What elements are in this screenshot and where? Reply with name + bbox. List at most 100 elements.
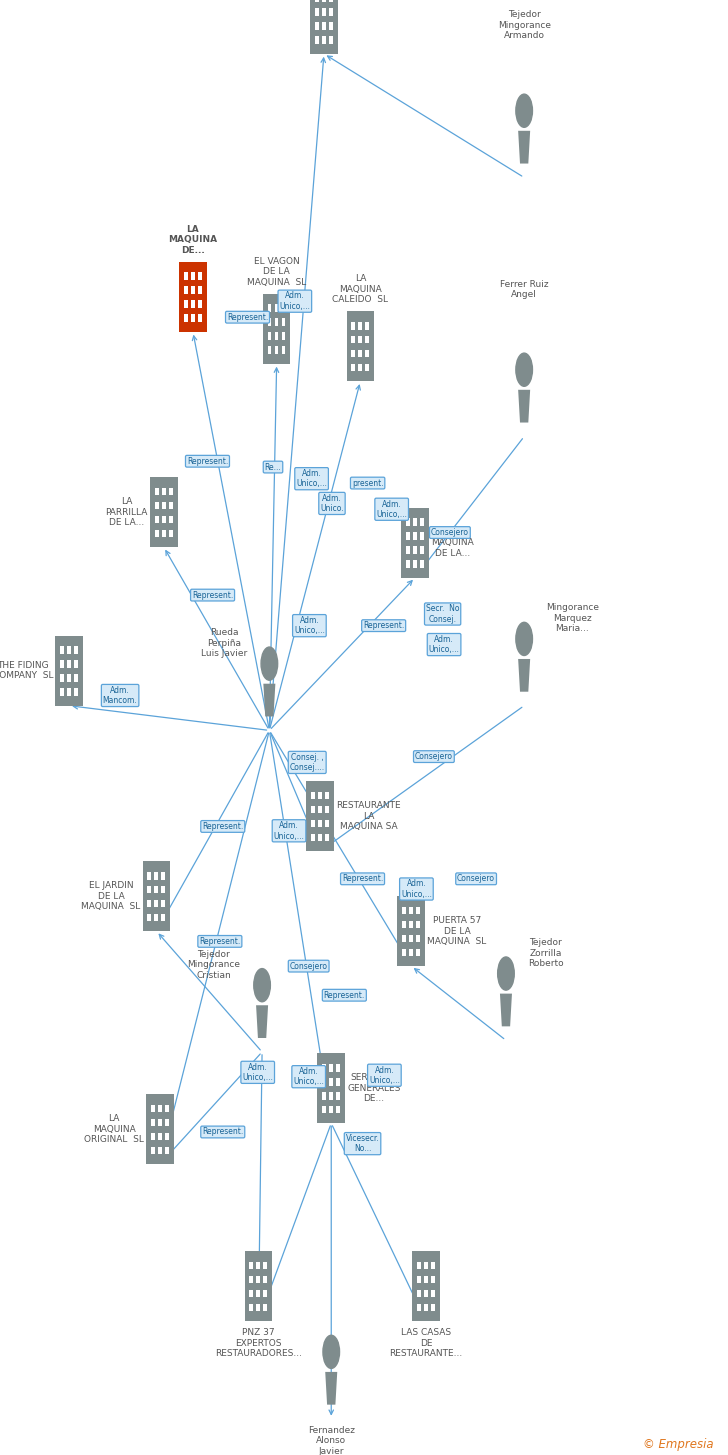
Bar [424,1261,427,1269]
Bar [431,1289,435,1298]
Bar [416,934,420,943]
Bar [416,1289,421,1298]
Bar [311,806,315,813]
Bar [329,1106,333,1113]
Bar [55,636,83,706]
Bar [282,332,285,340]
Bar [420,560,424,567]
Bar [416,949,420,956]
Bar [67,646,71,653]
Bar [347,311,374,381]
Text: EL JARDIN
DE LA
MAQUINA  SL: EL JARDIN DE LA MAQUINA SL [82,882,141,911]
Bar [358,336,362,343]
Circle shape [323,1336,339,1368]
Bar [351,349,355,358]
Bar [147,886,151,893]
Bar [154,914,158,921]
Text: Tejedor
Mingorance
Armando: Tejedor Mingorance Armando [498,10,550,41]
Circle shape [516,623,532,655]
Bar [318,806,322,813]
Bar [154,530,159,537]
Text: Adm.
Unico,...: Adm. Unico,... [369,1065,400,1085]
Bar [165,1132,169,1141]
Bar [351,322,355,329]
Bar [402,921,406,928]
Bar [154,899,158,908]
Bar [416,921,420,928]
Bar [412,1251,440,1321]
Bar [317,1053,345,1123]
Bar [424,1289,427,1298]
Bar [274,319,278,326]
Bar [74,661,78,668]
Text: present.: present. [352,479,384,487]
Bar [329,1091,333,1100]
Bar [431,1276,435,1283]
Text: Mingorance
Marquez
Maria...: Mingorance Marquez Maria... [546,604,599,633]
Text: THE FIDING
COMPANY  SL: THE FIDING COMPANY SL [0,661,53,681]
Bar [402,906,406,914]
Bar [314,36,319,44]
Bar [329,36,333,44]
Bar [183,314,188,322]
Bar [264,1289,267,1298]
Text: Represent.: Represent. [363,621,404,630]
Bar [158,1119,162,1126]
Bar [314,22,319,31]
Bar [413,546,416,554]
Bar [158,1147,162,1154]
Bar [431,1261,435,1269]
Bar [405,533,410,540]
Text: Adm.
Unico,...: Adm. Unico,... [293,1067,324,1087]
Bar [60,674,64,682]
Bar [311,834,315,841]
Text: Rueda
Perpiña
Luis Javier: Rueda Perpiña Luis Javier [201,629,248,658]
Bar [67,674,71,682]
Bar [318,819,322,828]
Bar [358,322,362,329]
Bar [191,300,194,308]
Bar [311,819,315,828]
Bar [267,332,272,340]
Text: Adm.
Unico,...: Adm. Unico,... [376,499,407,519]
Bar [397,896,425,966]
Text: LAS CASAS
DE
RESTAURANTE...: LAS CASAS DE RESTAURANTE... [389,1328,462,1358]
Bar [158,1132,162,1141]
Text: LA
PARRILLA
DE LA...: LA PARRILLA DE LA... [106,498,148,527]
Bar [60,688,64,695]
Text: © Empresia: © Empresia [643,1438,713,1451]
Bar [329,1064,333,1071]
Text: Represent.: Represent. [324,991,365,1000]
Bar [162,872,165,879]
Bar [336,1106,340,1113]
Bar [329,22,333,31]
Text: SERVICIOS
GENERALES
DE...: SERVICIOS GENERALES DE... [347,1074,400,1103]
Bar [306,781,334,851]
Bar [67,688,71,695]
Bar [264,1261,267,1269]
Bar [249,1276,253,1283]
Text: Consej. ,
Consej....: Consej. , Consej.... [290,752,325,773]
Bar [162,515,165,524]
PathPatch shape [518,659,530,691]
Text: Adm.
Unico,...: Adm. Unico,... [296,469,327,489]
Bar [162,886,165,893]
Text: Ferrer Ruiz
Angel: Ferrer Ruiz Angel [500,279,548,300]
Text: RESTAURANTE
LA
MAQUINA SA: RESTAURANTE LA MAQUINA SA [336,802,401,831]
Bar [183,287,188,294]
Bar [162,487,165,495]
Bar [183,272,188,279]
Bar [416,1276,421,1283]
Text: Represent.: Represent. [192,591,233,599]
Bar [351,336,355,343]
Bar [74,674,78,682]
Bar [420,518,424,525]
Bar [264,1276,267,1283]
Text: PNZ 37
EXPERTOS
RESTAURADORES...: PNZ 37 EXPERTOS RESTAURADORES... [215,1328,302,1358]
Bar [413,518,416,525]
Bar [151,1132,155,1141]
Text: LA
MAQUINA
DE...: LA MAQUINA DE... [168,226,218,255]
Bar [322,0,325,1]
Text: Adm.
Unico.: Adm. Unico. [320,493,344,514]
Text: Represent.: Represent. [202,822,243,831]
